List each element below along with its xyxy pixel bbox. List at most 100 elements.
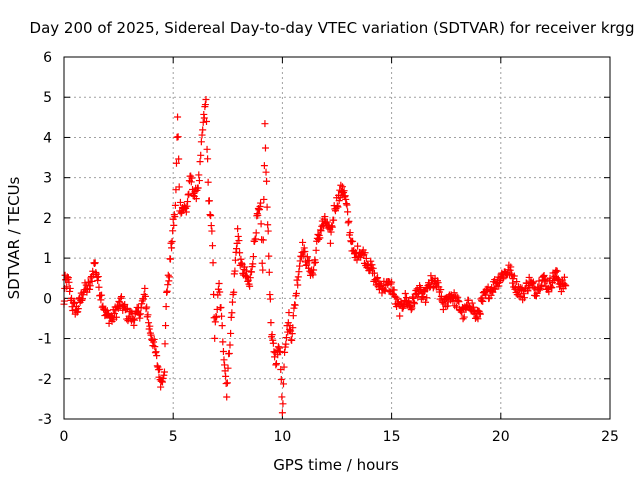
data-point <box>344 219 352 227</box>
data-point <box>213 305 221 313</box>
data-point <box>185 190 193 198</box>
data-point <box>85 279 93 287</box>
data-point <box>74 305 82 313</box>
data-point <box>112 313 120 321</box>
data-point <box>272 360 280 368</box>
data-point <box>252 229 260 237</box>
data-point <box>153 362 161 370</box>
data-point <box>275 344 283 352</box>
data-point <box>159 374 167 382</box>
data-point <box>224 364 232 372</box>
data-point <box>303 253 311 261</box>
data-point <box>296 262 304 270</box>
data-point <box>301 248 309 256</box>
data-point <box>130 321 138 329</box>
data-point <box>223 393 231 401</box>
data-point <box>219 338 227 346</box>
data-point <box>265 252 273 260</box>
data-point <box>152 348 160 356</box>
data-point <box>259 236 267 244</box>
data-point <box>346 229 354 237</box>
data-point <box>279 380 287 388</box>
data-point <box>294 273 302 281</box>
data-point <box>246 274 254 282</box>
data-point <box>333 202 341 210</box>
data-point <box>92 268 100 276</box>
data-point <box>505 261 513 269</box>
data-point <box>215 279 223 287</box>
data-point <box>529 278 537 286</box>
data-point <box>95 283 103 291</box>
data-point <box>216 288 224 296</box>
data-point <box>340 187 348 195</box>
data-point <box>238 259 246 267</box>
data-point <box>261 120 269 128</box>
data-point <box>265 268 273 276</box>
y-tick-label: 6 <box>43 50 52 66</box>
data-point <box>206 211 214 219</box>
data-point <box>308 269 316 277</box>
x-tick-label: 5 <box>169 429 178 445</box>
data-point <box>213 313 221 321</box>
data-point <box>474 315 482 323</box>
data-point <box>174 113 182 121</box>
data-point <box>197 138 205 146</box>
data-point <box>131 316 139 324</box>
data-point <box>261 144 269 152</box>
data-point <box>553 267 561 275</box>
data-point <box>234 232 242 240</box>
data-point <box>310 266 318 274</box>
data-point <box>174 133 182 141</box>
data-point <box>312 246 320 254</box>
data-point <box>218 312 226 320</box>
y-tick-label: 1 <box>43 251 52 267</box>
data-point <box>209 259 217 267</box>
data-point <box>468 299 476 307</box>
data-point <box>170 221 178 229</box>
data-point <box>97 296 105 304</box>
data-point <box>205 197 213 205</box>
data-point <box>195 171 203 179</box>
data-point <box>285 309 293 317</box>
data-point <box>243 267 251 275</box>
data-point <box>146 322 154 330</box>
data-point <box>66 287 74 295</box>
data-point <box>249 260 257 268</box>
data-point <box>171 213 179 221</box>
data-point <box>292 290 300 298</box>
data-point <box>417 285 425 293</box>
data-point <box>249 253 257 261</box>
data-point <box>344 208 352 216</box>
data-point <box>537 283 545 291</box>
data-point <box>342 195 350 203</box>
data-point <box>208 227 216 235</box>
data-point <box>289 312 297 320</box>
data-point <box>280 363 288 371</box>
data-point <box>423 294 431 302</box>
data-point <box>221 361 229 369</box>
data-point <box>183 202 191 210</box>
data-point <box>263 203 271 211</box>
y-tick-label: 4 <box>43 130 52 146</box>
data-point <box>187 178 195 186</box>
data-point <box>260 195 268 203</box>
data-point <box>65 278 73 286</box>
data-point <box>89 267 97 275</box>
data-point <box>267 319 275 327</box>
data-point <box>473 313 481 321</box>
data-point <box>272 361 280 369</box>
x-tick-label: 15 <box>383 429 401 445</box>
data-point <box>401 289 409 297</box>
data-point <box>260 162 268 170</box>
data-point <box>282 340 290 348</box>
data-point <box>202 95 210 103</box>
data-point <box>225 349 233 357</box>
data-point <box>520 294 528 302</box>
data-point <box>136 314 144 322</box>
data-point <box>561 281 569 289</box>
data-point <box>407 306 415 314</box>
data-point <box>336 194 344 202</box>
data-point <box>399 304 407 312</box>
data-point <box>257 220 265 228</box>
y-tick-label: 0 <box>43 291 52 307</box>
